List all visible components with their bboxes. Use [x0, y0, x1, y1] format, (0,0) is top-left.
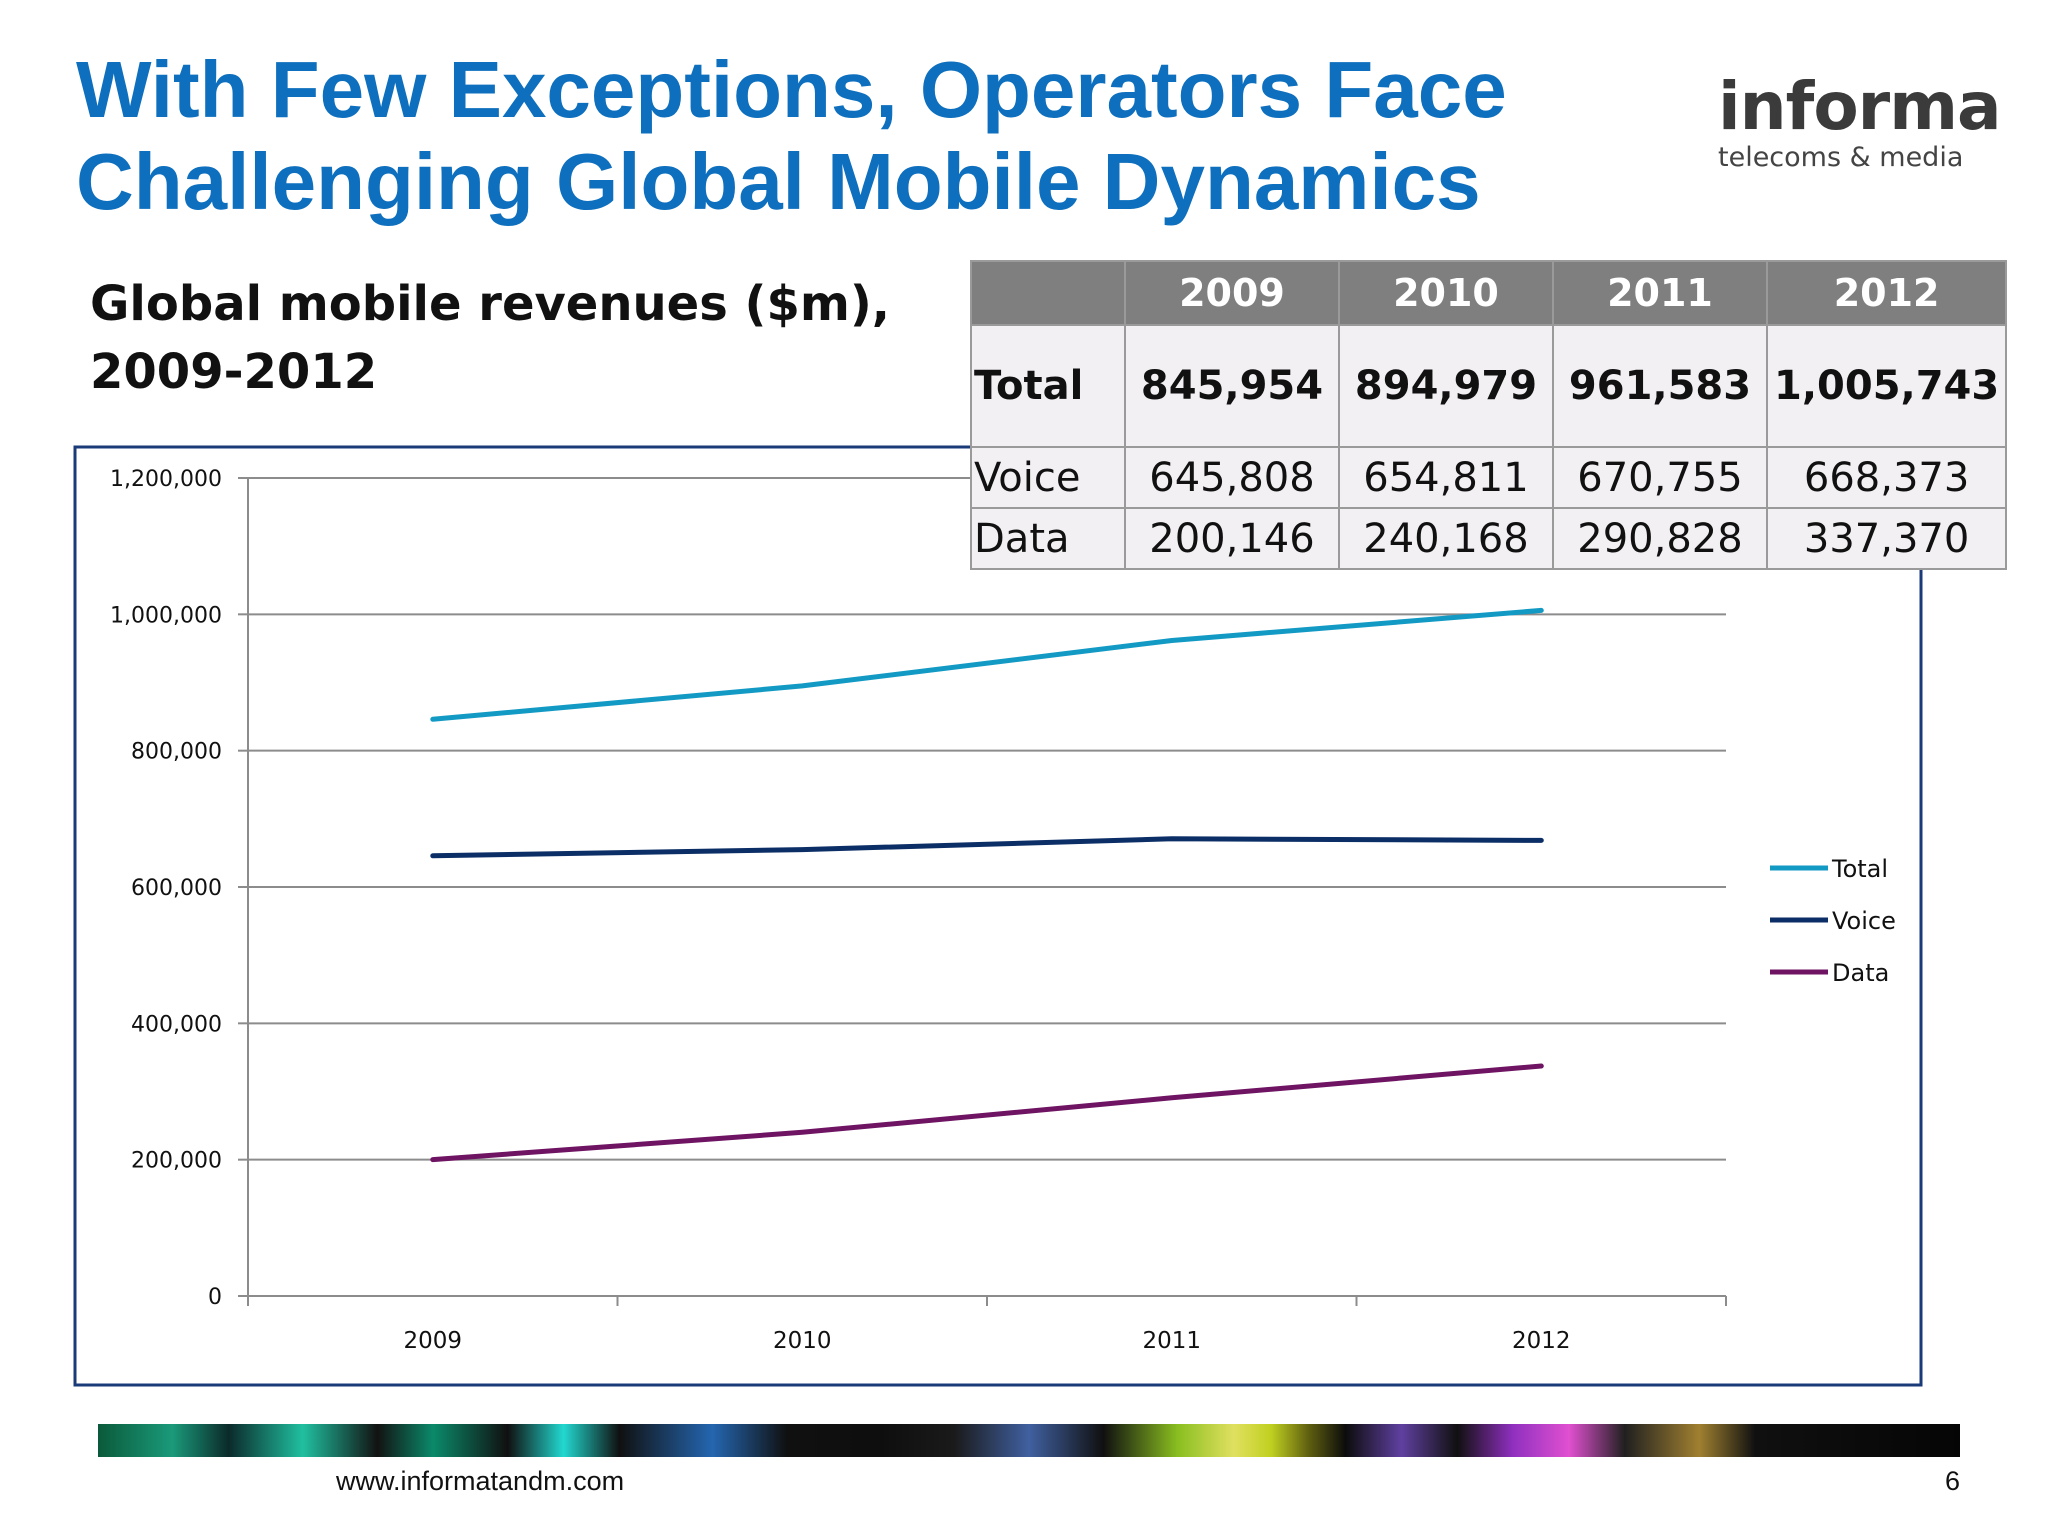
series-line-data: [430, 1063, 1544, 1163]
table-header-cell: [970, 260, 1126, 326]
table-header-cell: 2010: [1338, 260, 1554, 326]
page-number: 6: [1944, 1466, 1960, 1496]
y-tick-label: 1,000,000: [110, 603, 222, 628]
table-cell: 290,828: [1552, 507, 1768, 570]
table-row-total: Total 845,954 894,979 961,583 1,005,743: [970, 324, 2008, 448]
table-cell: 845,954: [1124, 324, 1340, 448]
x-tick-label: 2011: [1142, 1328, 1201, 1354]
table-cell: 670,755: [1552, 446, 1768, 509]
logo-tagline: telecoms & media: [1718, 142, 1964, 173]
slide-title: With Few Exceptions, Operators Face Chal…: [76, 44, 1576, 228]
table-row-label: Data: [970, 507, 1126, 570]
table-header-cell: 2009: [1124, 260, 1340, 326]
y-tick-label: 400,000: [131, 1012, 222, 1037]
table-cell: 200,146: [1124, 507, 1340, 570]
table-cell: 668,373: [1765, 446, 2008, 509]
chart-frame: [73, 445, 1923, 1387]
table-cell: 654,811: [1338, 446, 1554, 509]
table-header-row: 2009 2010 2011 2012: [970, 260, 2008, 326]
legend-label-voice: Voice: [1832, 907, 1896, 935]
y-tick-label: 800,000: [131, 740, 222, 765]
subtitle-line-2: 2009-2012: [90, 344, 378, 400]
legend-label-data: Data: [1832, 959, 1889, 987]
x-tick-label: 2012: [1512, 1328, 1571, 1354]
title-line-2: Challenging Global Mobile Dynamics: [76, 137, 1481, 226]
series-line-voice: [430, 836, 1544, 859]
table-cell: 1,005,743: [1765, 324, 2008, 448]
title-line-1: With Few Exceptions, Operators Face: [76, 45, 1507, 134]
footer-url: www.informatandm.com: [336, 1466, 625, 1496]
table-cell: 240,168: [1338, 507, 1554, 570]
decorative-banner: [98, 1424, 1960, 1457]
table-header-cell: 2012: [1765, 260, 2008, 326]
table-row-data: Data 200,146 240,168 290,828 337,370: [970, 507, 2008, 570]
table-cell: 337,370: [1765, 507, 2008, 570]
series-line-total: [430, 607, 1544, 722]
legend-label-total: Total: [1831, 855, 1888, 883]
table-row-voice: Voice 645,808 654,811 670,755 668,373: [970, 446, 2008, 509]
subtitle-line-1: Global mobile revenues ($m),: [90, 276, 891, 332]
table-row-label: Voice: [970, 446, 1126, 509]
informa-logo: informa telecoms & media: [1718, 68, 2002, 174]
table-cell: 894,979: [1338, 324, 1554, 448]
table-header-cell: 2011: [1552, 260, 1768, 326]
logo-wordmark: informa: [1718, 68, 2002, 145]
chart-subtitle: Global mobile revenues ($m), 2009-2012: [90, 270, 910, 406]
x-tick-label: 2009: [403, 1328, 462, 1354]
table-cell: 961,583: [1552, 324, 1768, 448]
table-cell: 645,808: [1124, 446, 1340, 509]
y-tick-label: 0: [208, 1285, 222, 1310]
x-tick-label: 2010: [773, 1328, 832, 1354]
table-row-label: Total: [970, 324, 1126, 448]
y-tick-label: 1,200,000: [110, 467, 222, 492]
y-tick-label: 600,000: [131, 876, 222, 901]
y-tick-label: 200,000: [131, 1149, 222, 1174]
revenue-table: 2009 2010 2011 2012 Total 845,954 894,97…: [970, 260, 2008, 570]
